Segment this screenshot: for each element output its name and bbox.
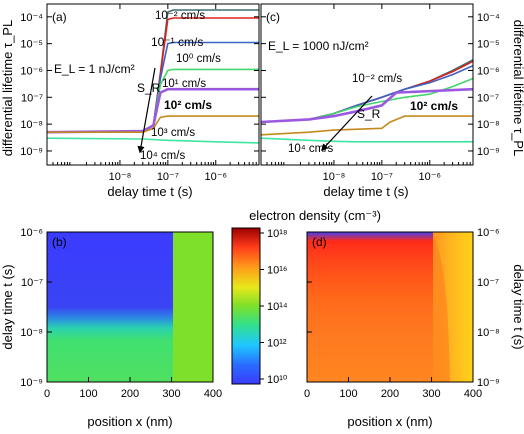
series-label: 10² cm/s [164,98,212,112]
panel-c: 10⁻⁸ 10⁻⁷ 10⁻⁶ 10⁻⁹ 10⁻⁸ 10⁻⁷ 10⁻⁶ 10⁻⁵ 10⁻⁴ (c)… [260,3,524,199]
x-tick-label: 0 [304,388,310,400]
y-tick-label: 10⁻⁷ [21,277,43,289]
series-label: 10⁻² cm/s [352,73,402,85]
y-tick-label: 10⁻⁸ [20,327,43,339]
x-tick-label: 0 [44,388,50,400]
panel-b-xlabel: position x (nm) [87,414,172,429]
colorbar-tick-label: 10¹⁸ [267,228,288,240]
panel-a-xlabel: delay time t (s) [107,184,192,199]
panel-a-ticks: 10⁻⁸ 10⁻⁷ 10⁻⁶ 10⁻⁹ 10⁻⁸ 10⁻⁷ 10⁻⁶ 10⁻⁵ 10⁻⁴ [20,4,260,183]
panel-a-series [46,9,260,144]
x-tick-label: 10⁻⁸ [323,171,346,183]
panel-c-ylabel: differential lifetime τ_PL [511,20,524,156]
panel-c-series [260,59,474,143]
x-tick-label: 300 [162,388,180,400]
y-tick-label: 10⁻⁷ [21,92,43,104]
y-tick-label: 10⁻⁶ [477,227,500,239]
series-line [260,115,473,136]
y-tick-label: 10⁻⁹ [20,146,43,158]
x-tick-label: 200 [381,388,399,400]
y-tick-label: 10⁻⁷ [477,277,499,289]
y-tick-label: 10⁻⁹ [477,377,500,389]
panel-a-arrow-label: S_R [137,81,161,95]
panel-b-label: (b) [52,235,67,249]
panel-b-ylabel: delay time t (s) [0,264,15,349]
panel-d-perovskite-region [307,232,433,382]
panel-b: 0 100 200 300 400 10⁻⁹ 10⁻⁸ 10⁻⁷ 10⁻⁶ (b) positi… [0,227,222,429]
colorbar: electron density (cm⁻³) 10¹⁰ 10¹² 10¹⁴ 10¹⁶… [231,208,381,386]
y-tick-label: 10⁻⁹ [477,146,500,158]
panel-a-label: (a) [52,10,67,24]
x-tick-label: 100 [79,388,97,400]
panel-d-interface-gradient [433,232,450,382]
panel-a-ylabel: differential lifetime τ_PL [0,20,15,156]
y-tick-label: 10⁻⁷ [477,92,499,104]
series-line [260,137,473,143]
x-tick-label: 300 [422,388,440,400]
colorbar-gradient [231,227,261,385]
x-tick-label: 10⁻⁸ [109,171,132,183]
series-label: 10⁰ cm/s [176,53,221,65]
panel-a-fluence-annotation: E_L = 1 nJ/cm² [54,62,135,76]
series-label: 10² cm/s [410,99,458,113]
x-tick-label: 200 [121,388,139,400]
colorbar-tick-label: 10¹⁶ [267,265,287,277]
series-label: 10⁻² cm/s [155,10,205,22]
x-tick-label: 10⁻⁶ [418,171,441,183]
colorbar-tick-label: 10¹² [267,338,287,350]
series-line [47,115,259,133]
colorbar-tick-label: 10¹⁴ [267,301,288,313]
x-tick-label: 10⁻⁷ [157,171,179,183]
x-tick-label: 100 [339,388,357,400]
panel-b-perovskite-region [47,232,173,382]
colorbar-title: electron density (cm⁻³) [249,208,381,223]
panel-c-ticks: 10⁻⁸ 10⁻⁷ 10⁻⁶ 10⁻⁹ 10⁻⁸ 10⁻⁷ 10⁻⁶ 10⁻⁵ 10⁻⁴ [260,4,500,183]
series-label: 10³ cm/s [151,127,195,139]
y-tick-label: 10⁻⁸ [477,119,500,131]
series-line [260,87,474,124]
y-tick-label: 10⁻⁸ [20,119,43,131]
y-tick-label: 10⁻⁴ [20,12,43,24]
y-tick-label: 10⁻⁸ [477,327,500,339]
y-tick-label: 10⁻⁵ [477,39,500,51]
panel-c-xlabel: delay time t (s) [323,184,408,199]
series-label: 10¹ cm/s [162,78,206,90]
series-label: 10⁴ cm/s [140,150,185,162]
series-label: 10⁻¹ cm/s [151,35,203,49]
panel-d-xlabel: position x (nm) [347,414,432,429]
y-tick-label: 10⁻⁹ [20,377,43,389]
y-tick-label: 10⁻⁶ [20,227,43,239]
x-tick-label: 10⁻⁶ [204,171,227,183]
series-line [46,137,260,144]
y-tick-label: 10⁻⁶ [477,65,500,77]
panel-a-trend-arrow [137,67,156,154]
panel-d-label: (d) [312,235,327,249]
colorbar-tick-label: 10¹⁰ [267,374,288,386]
panel-c-arrow-label: S_R [357,107,381,121]
y-tick-label: 10⁻⁵ [20,39,43,51]
x-tick-label: 400 [464,388,482,400]
x-tick-label: 10⁻⁷ [371,171,393,183]
series-line [46,87,259,134]
panel-a: 10⁻⁸ 10⁻⁷ 10⁻⁶ 10⁻⁹ 10⁻⁸ 10⁻⁷ 10⁻⁶ 10⁻⁵ 10⁻⁴ (a)… [0,3,260,199]
panel-d-ylabel: delay time t (s) [511,264,524,349]
panel-c-fluence-annotation: E_L = 1000 nJ/cm² [268,39,369,53]
panel-b-ticks: 0 100 200 300 400 10⁻⁹ 10⁻⁸ 10⁻⁷ 10⁻⁶ [20,227,222,400]
y-tick-label: 10⁻⁴ [477,12,500,24]
y-tick-label: 10⁻⁶ [20,65,43,77]
colorbar-ticks: 10¹⁰ 10¹² 10¹⁴ 10¹⁶ 10¹⁸ [260,228,288,386]
panel-b-substrate-region [173,232,213,382]
x-tick-label: 400 [204,388,222,400]
panel-c-label: (c) [266,10,280,24]
panel-c-trend-arrow [321,95,373,152]
